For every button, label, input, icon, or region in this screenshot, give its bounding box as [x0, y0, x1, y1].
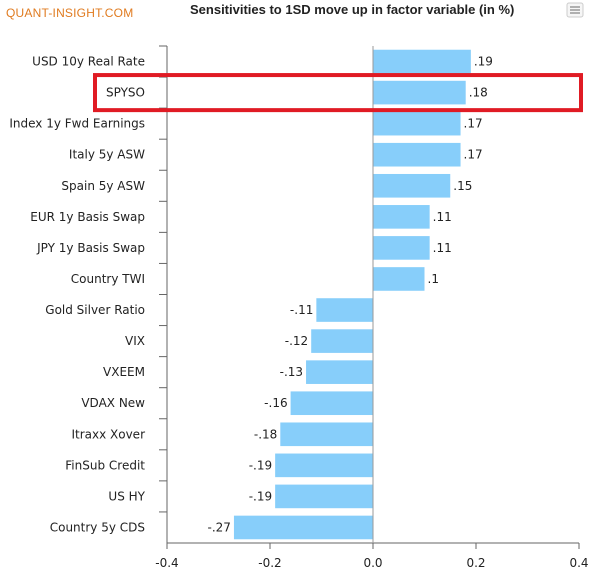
- category-label: Itraxx Xover: [71, 427, 145, 441]
- category-label: Index 1y Fwd Earnings: [9, 117, 145, 131]
- axes-layer: [159, 45, 580, 549]
- bar: [373, 205, 430, 229]
- value-label: -.19: [249, 489, 272, 503]
- bar: [373, 49, 471, 74]
- value-label: -.16: [264, 396, 287, 410]
- bar: [280, 422, 373, 447]
- x-tick-label: -0.4: [155, 556, 178, 570]
- category-label: JPY 1y Basis Swap: [36, 241, 145, 255]
- value-label: -.11: [290, 303, 313, 317]
- bar: [306, 360, 373, 384]
- value-label: -.18: [254, 427, 277, 441]
- x-tick-label: 0.0: [363, 556, 382, 570]
- value-label: .19: [474, 55, 493, 69]
- category-label: Country 5y CDS: [50, 520, 145, 534]
- chart-title: Sensitivities to 1SD move up in factor v…: [190, 2, 515, 17]
- chart-menu-icon[interactable]: [566, 2, 584, 18]
- category-labels: USD 10y Real Rate SPYSO Index 1y Fwd Earni…: [9, 55, 145, 535]
- category-label: FinSub Credit: [65, 458, 145, 472]
- bar: [233, 515, 373, 540]
- x-tick-label: -0.2: [258, 556, 281, 570]
- bar: [290, 391, 373, 416]
- category-label: Italy 5y ASW: [69, 148, 145, 162]
- category-label: Gold Silver Ratio: [45, 303, 145, 317]
- bar: [373, 173, 451, 198]
- value-label: .15: [453, 179, 472, 193]
- x-tick-label: 0.2: [466, 556, 485, 570]
- category-label: Spain 5y ASW: [61, 179, 145, 193]
- bar: [373, 111, 461, 136]
- highlight-layer: [93, 73, 583, 113]
- x-tick-label: 0.4: [569, 556, 588, 570]
- value-label: -.27: [208, 520, 231, 534]
- category-label: Country TWI: [71, 272, 145, 286]
- category-label: SPYSO: [106, 86, 145, 100]
- value-labels: .19 .18 .17 .17 .15 .11 .11 .1 -.11 -.12 -.13 -.16 -…: [208, 55, 493, 535]
- bar: [373, 267, 425, 291]
- bar: [373, 80, 466, 105]
- bar: [373, 142, 461, 167]
- category-label: US HY: [108, 489, 145, 503]
- category-label: EUR 1y Basis Swap: [30, 210, 145, 224]
- brand-logo-text: QUANT-INSIGHT.COM: [6, 6, 134, 20]
- value-label: -.12: [285, 334, 308, 348]
- bar: [275, 484, 373, 509]
- value-label: .18: [469, 86, 488, 100]
- highlight-box: [93, 73, 583, 113]
- bar: [311, 329, 373, 353]
- bar: [275, 453, 373, 478]
- value-label: .11: [433, 241, 452, 255]
- category-label: VDAX New: [81, 396, 145, 410]
- value-label: .11: [433, 210, 452, 224]
- bars-layer: [233, 49, 471, 540]
- tick-labels: -0.4 -0.2 0.0 0.2 0.4: [155, 556, 588, 570]
- category-label: VXEEM: [103, 365, 145, 379]
- value-label: .17: [464, 148, 483, 162]
- bar: [373, 236, 430, 260]
- bar: [316, 298, 373, 322]
- category-label: VIX: [125, 334, 145, 348]
- category-label: USD 10y Real Rate: [32, 55, 145, 69]
- value-label: -.19: [249, 458, 272, 472]
- value-label: .17: [464, 117, 483, 131]
- value-label: -.13: [280, 365, 303, 379]
- value-label: .1: [428, 272, 439, 286]
